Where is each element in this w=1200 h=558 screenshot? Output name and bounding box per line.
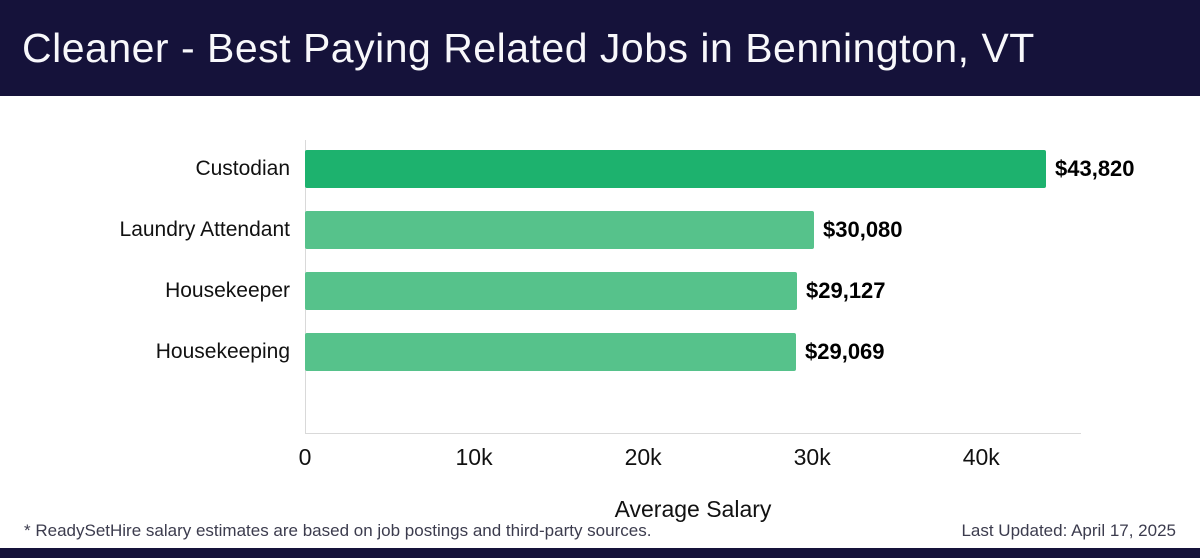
x-tick-label: 0 <box>298 444 312 470</box>
category-label: Housekeeper <box>165 279 290 302</box>
value-label: $29,069 <box>805 339 885 364</box>
bar <box>305 272 797 310</box>
bar <box>305 333 796 371</box>
header-banner: Cleaner - Best Paying Related Jobs in Be… <box>0 0 1200 96</box>
category-label: Housekeeping <box>155 340 290 363</box>
x-tick-label: 20k <box>624 444 662 470</box>
value-label: $29,127 <box>806 278 886 303</box>
chart-row: Housekeeping $29,069 <box>0 333 1200 371</box>
footer-last-updated: Last Updated: April 17, 2025 <box>961 521 1176 540</box>
value-label: $43,820 <box>1055 156 1135 181</box>
bar-chart: Custodian $43,820 Laundry Attendant $30,080… <box>0 96 1200 522</box>
value-label: $30,080 <box>823 217 903 242</box>
footer-disclaimer: * ReadySetHire salary estimates are base… <box>24 521 652 540</box>
x-tick-label: 10k <box>455 444 493 470</box>
category-label: Custodian <box>195 157 290 180</box>
bar <box>305 211 814 249</box>
x-axis-line <box>305 433 1081 434</box>
bar <box>305 150 1046 188</box>
chart-row: Housekeeper $29,127 <box>0 272 1200 310</box>
chart-row: Custodian $43,820 <box>0 150 1200 188</box>
page-title: Cleaner - Best Paying Related Jobs in Be… <box>22 24 1035 71</box>
chart-row: Laundry Attendant $30,080 <box>0 211 1200 249</box>
x-axis-title: Average Salary <box>614 496 772 522</box>
x-tick-label: 40k <box>962 444 1000 470</box>
category-label: Laundry Attendant <box>119 218 290 241</box>
footer-strip <box>0 548 1200 558</box>
x-tick-label: 30k <box>793 444 831 470</box>
